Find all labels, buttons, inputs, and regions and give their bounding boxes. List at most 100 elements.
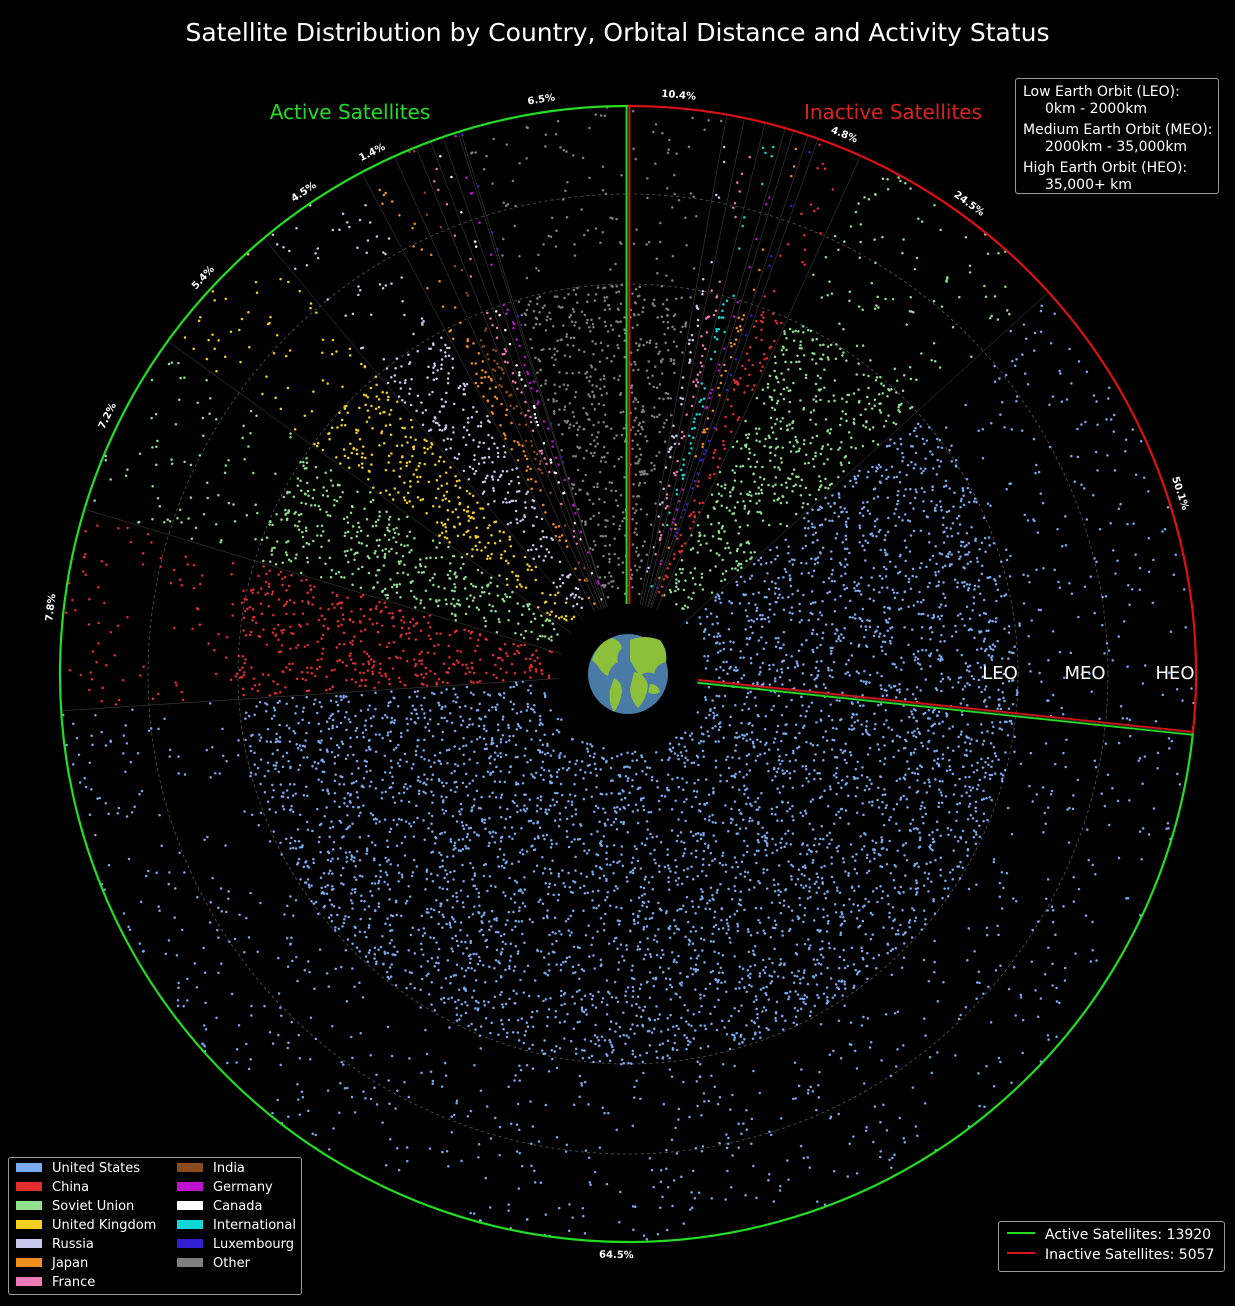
satellite-point xyxy=(409,825,413,828)
satellite-point xyxy=(430,814,434,818)
satellite-point xyxy=(711,897,714,901)
satellite-point xyxy=(471,599,475,602)
satellite-point xyxy=(949,768,952,772)
satellite-point xyxy=(768,957,771,961)
satellite-point xyxy=(693,781,696,785)
satellite-point xyxy=(572,879,575,883)
satellite-point xyxy=(737,902,741,906)
satellite-point xyxy=(725,779,729,783)
satellite-point xyxy=(539,798,543,802)
satellite-point xyxy=(322,486,325,489)
satellite-point xyxy=(372,664,376,667)
satellite-point xyxy=(1001,773,1005,777)
satellite-point xyxy=(743,1037,746,1041)
satellite-point xyxy=(460,940,463,944)
satellite-point xyxy=(821,940,824,943)
satellite-point xyxy=(610,996,614,999)
satellite-point xyxy=(677,1107,681,1111)
satellite-point xyxy=(423,932,427,935)
satellite-point xyxy=(779,1117,783,1120)
satellite-point xyxy=(422,570,426,574)
satellite-point xyxy=(886,894,890,898)
satellite-point xyxy=(390,939,393,942)
satellite-point xyxy=(122,752,125,755)
satellite-point xyxy=(269,740,273,744)
satellite-point xyxy=(616,754,619,758)
satellite-point xyxy=(699,898,702,901)
satellite-point xyxy=(870,804,874,807)
satellite-point xyxy=(440,986,443,989)
satellite-point xyxy=(470,1022,473,1026)
satellite-point xyxy=(824,896,828,900)
satellite-point xyxy=(320,614,323,617)
satellite-point xyxy=(882,1103,885,1107)
satellite-point xyxy=(756,1016,759,1020)
satellite-point xyxy=(305,689,309,693)
satellite-point xyxy=(536,796,539,800)
satellite-point xyxy=(1071,807,1075,811)
satellite-point xyxy=(999,772,1003,775)
satellite-point xyxy=(804,767,808,771)
satellite-point xyxy=(403,1080,406,1084)
satellite-point xyxy=(800,695,803,699)
satellite-point xyxy=(473,874,477,877)
satellite-point xyxy=(284,837,288,841)
satellite-point xyxy=(818,772,821,775)
satellite-point xyxy=(851,855,854,858)
satellite-point xyxy=(815,850,818,853)
satellite-point xyxy=(514,879,517,883)
satellite-point xyxy=(547,1070,551,1073)
satellite-point xyxy=(528,657,532,661)
satellite-point xyxy=(87,623,91,626)
satellite-point xyxy=(881,812,884,816)
satellite-point xyxy=(378,643,382,646)
satellite-point xyxy=(563,1037,566,1040)
satellite-point xyxy=(478,702,481,706)
satellite-point xyxy=(590,744,594,748)
satellite-point xyxy=(1067,841,1071,844)
satellite-point xyxy=(282,495,286,499)
satellite-point xyxy=(752,1164,755,1168)
satellite-point xyxy=(840,980,843,983)
satellite-point xyxy=(278,723,281,727)
satellite-point xyxy=(967,736,970,740)
satellite-point xyxy=(278,740,282,743)
satellite-point xyxy=(361,662,365,666)
satellite-point xyxy=(283,913,286,916)
satellite-point xyxy=(496,855,500,859)
satellite-point xyxy=(375,1103,379,1106)
satellite-point xyxy=(369,500,373,504)
satellite-point xyxy=(657,864,661,868)
satellite-point xyxy=(531,1010,534,1014)
satellite-point xyxy=(661,1195,664,1199)
satellite-point xyxy=(461,719,465,723)
satellite-point xyxy=(500,793,504,797)
satellite-point xyxy=(511,799,515,803)
satellite-point xyxy=(289,560,293,563)
satellite-point xyxy=(1167,737,1171,740)
satellite-point xyxy=(922,884,926,887)
satellite-point xyxy=(704,987,708,991)
satellite-point xyxy=(792,1021,796,1024)
satellite-point xyxy=(247,714,251,718)
satellite-point xyxy=(544,808,548,811)
satellite-point xyxy=(374,550,377,553)
satellite-point xyxy=(612,844,616,847)
satellite-point xyxy=(404,782,407,786)
satellite-point xyxy=(690,732,694,735)
satellite-point xyxy=(242,616,246,619)
satellite-point xyxy=(138,793,141,796)
satellite-point xyxy=(446,899,449,902)
satellite-point xyxy=(175,954,179,957)
satellite-point xyxy=(921,815,924,819)
satellite-point xyxy=(1000,779,1004,783)
satellite-point xyxy=(340,698,343,702)
satellite-point xyxy=(282,808,286,811)
satellite-point xyxy=(333,668,336,672)
satellite-point xyxy=(714,821,717,824)
satellite-point xyxy=(514,945,518,948)
satellite-point xyxy=(230,573,233,576)
satellite-point xyxy=(181,698,185,702)
satellite-point xyxy=(871,848,875,851)
satellite-point xyxy=(642,886,646,890)
